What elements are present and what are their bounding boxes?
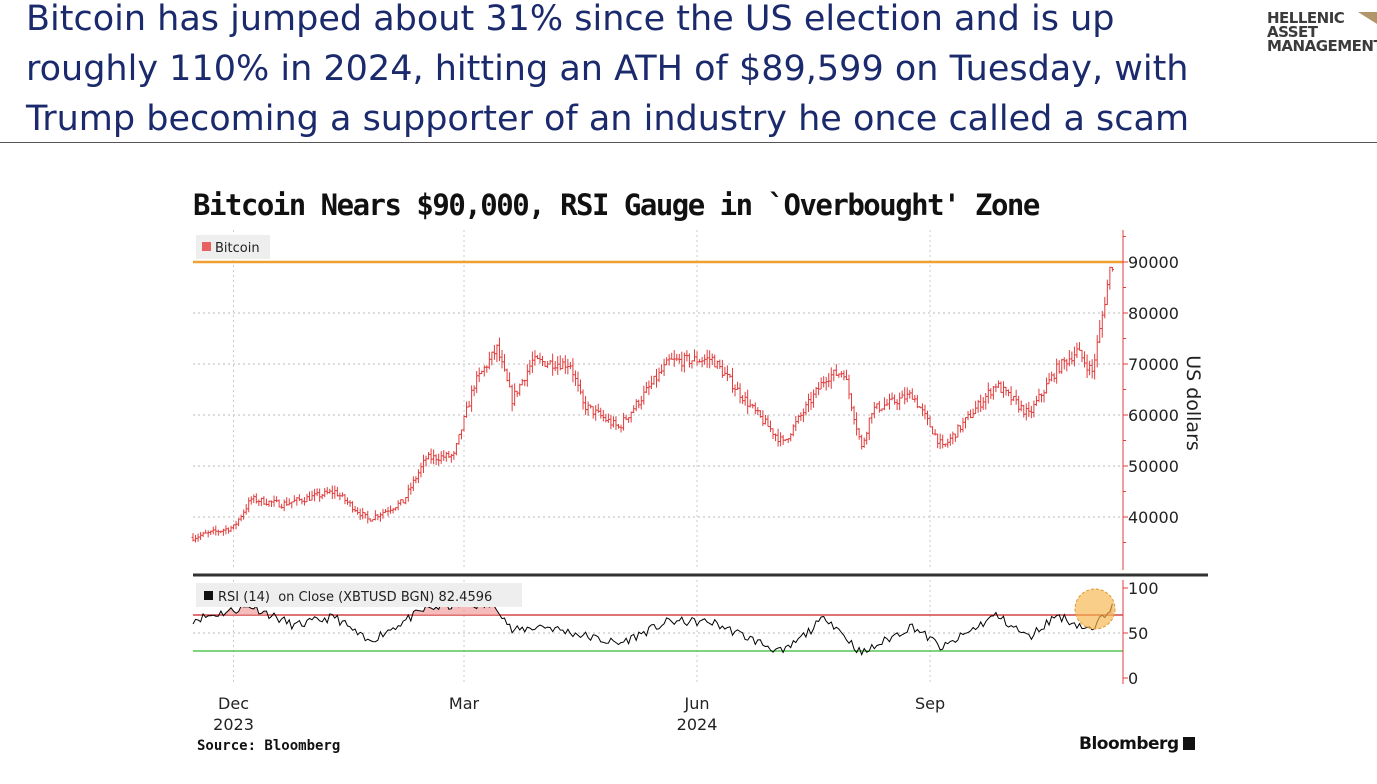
rsi-y-tick-label: 100 xyxy=(1128,579,1159,598)
rsi-line xyxy=(192,599,1113,656)
header-divider xyxy=(0,142,1377,143)
chart-gridlines xyxy=(193,230,1120,684)
rsi-legend-box xyxy=(196,583,522,607)
logo-line-3: MANAGEMENT xyxy=(1267,37,1377,55)
price-y-tick-label: 90000 xyxy=(1128,253,1179,272)
x-tick-label: Sep xyxy=(915,694,945,713)
x-year-label: 2023 xyxy=(213,715,254,734)
x-year-label: 2024 xyxy=(677,715,718,734)
headline: Bitcoin has jumped about 31% since the U… xyxy=(26,0,1190,139)
rsi-legend-swatch xyxy=(204,591,213,600)
x-axis-labels: Dec 2023 Mar Jun 2024 Sep xyxy=(213,694,945,734)
rsi-legend-label: RSI (14) on Close (XBTUSD BGN) 82.4596 xyxy=(218,590,492,605)
price-legend-label: Bitcoin xyxy=(215,241,260,256)
logo-line-2: ASSET xyxy=(1267,23,1318,41)
logo-triangle-icon xyxy=(1358,12,1377,24)
x-tick-label: Jun xyxy=(684,694,710,713)
rsi-overbought-fill xyxy=(225,605,267,615)
x-tick-label: Mar xyxy=(449,694,480,713)
price-y-tick-label: 80000 xyxy=(1128,304,1179,323)
hellenic-asset-management-logo: HELLENIC ASSET MANAGEMENT xyxy=(1267,9,1377,55)
rsi-y-tick-label: 0 xyxy=(1128,669,1138,688)
chart-title: Bitcoin Nears $90,000, RSI Gauge in `Ove… xyxy=(193,188,1040,222)
chart-axes: 40000 50000 60000 70000 80000 90000 0 50 100 xyxy=(193,230,1208,688)
price-y-tick-label: 60000 xyxy=(1128,406,1179,425)
logo-line-1: HELLENIC xyxy=(1267,9,1345,27)
rsi-overbought-fill xyxy=(413,600,500,615)
price-legend-swatch xyxy=(202,242,211,251)
x-tick-label: Dec xyxy=(218,694,249,713)
bloomberg-icon xyxy=(1182,737,1195,750)
source-note: Source: Bloomberg xyxy=(197,738,341,754)
rsi-series xyxy=(192,599,1123,656)
bloomberg-logo: Bloomberg xyxy=(1079,734,1195,754)
rsi-highlight-circle xyxy=(1074,588,1116,630)
y-axis-label: US dollars xyxy=(1182,355,1204,451)
rsi-y-tick-label: 50 xyxy=(1128,624,1148,643)
price-y-tick-label: 50000 xyxy=(1128,457,1179,476)
price-bars xyxy=(191,260,1123,543)
brand-text: Bloomberg xyxy=(1079,734,1179,754)
price-y-tick-label: 70000 xyxy=(1128,355,1179,374)
price-y-tick-label: 40000 xyxy=(1128,508,1179,527)
